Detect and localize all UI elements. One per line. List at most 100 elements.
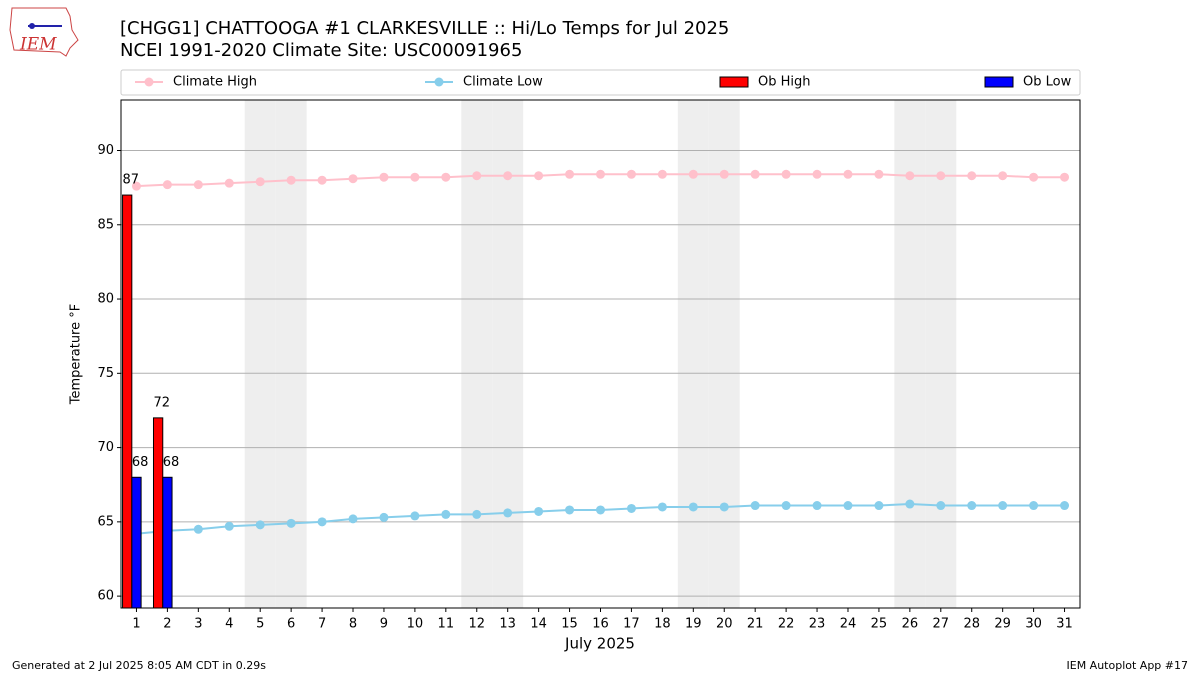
point	[719, 502, 729, 512]
point	[967, 501, 977, 511]
bar	[162, 476, 173, 608]
point	[503, 508, 513, 518]
point	[348, 514, 358, 524]
point	[719, 169, 729, 179]
x-tick-label: 26	[902, 617, 919, 632]
point	[812, 501, 822, 511]
point	[750, 169, 760, 179]
x-tick-label: 5	[256, 617, 264, 632]
y-tick-label: 70	[97, 440, 114, 455]
bar	[152, 417, 164, 608]
y-tick-label: 90	[97, 143, 114, 158]
point	[286, 175, 296, 185]
weekend-shade	[244, 100, 276, 608]
legend-marker	[434, 77, 444, 87]
x-tick-label: 23	[809, 617, 826, 632]
point	[688, 169, 698, 179]
point	[750, 501, 760, 511]
value-label: 87	[123, 173, 140, 188]
x-tick-label: 11	[438, 617, 455, 632]
point	[255, 177, 265, 187]
point	[874, 169, 884, 179]
legend-swatch	[719, 76, 749, 88]
chart-title: [CHGG1] CHATTOOGA #1 CLARKESVILLE :: Hi/…	[120, 18, 729, 39]
legend-marker	[144, 77, 154, 87]
legend-label: Climate Low	[463, 75, 543, 90]
x-tick-label: 18	[654, 617, 671, 632]
weekend-shade	[708, 100, 740, 608]
x-tick-label: 14	[530, 617, 547, 632]
x-tick-label: 7	[318, 617, 326, 632]
legend-label: Ob Low	[1023, 75, 1072, 90]
point	[503, 171, 513, 181]
point	[317, 175, 327, 185]
point	[472, 509, 482, 519]
footer-right: IEM Autoplot App #17	[1067, 659, 1189, 672]
legend-swatch	[984, 76, 1014, 88]
chart-subtitle: NCEI 1991-2020 Climate Site: USC00091965	[120, 40, 522, 61]
point	[596, 505, 605, 515]
x-tick-label: 6	[287, 617, 295, 632]
point	[379, 512, 389, 522]
point	[193, 180, 203, 190]
point	[936, 501, 946, 511]
point	[1060, 172, 1070, 182]
bar	[131, 476, 142, 608]
x-tick-label: 31	[1056, 617, 1073, 632]
point	[565, 169, 575, 179]
point	[998, 171, 1008, 181]
point	[565, 505, 575, 515]
point	[379, 172, 389, 182]
point	[967, 171, 977, 181]
x-tick-label: 12	[468, 617, 485, 632]
bar	[122, 194, 133, 608]
point	[534, 506, 544, 516]
value-label: 68	[132, 455, 149, 470]
legend-label: Climate High	[173, 75, 257, 90]
point	[905, 499, 915, 509]
point	[657, 169, 667, 179]
x-tick-label: 22	[778, 617, 795, 632]
x-tick-label: 10	[407, 617, 424, 632]
point	[936, 171, 946, 181]
x-tick-label: 28	[963, 617, 980, 632]
point	[1060, 501, 1070, 511]
point	[286, 518, 296, 528]
point	[255, 520, 265, 530]
point	[162, 180, 172, 190]
point	[657, 502, 667, 512]
x-tick-label: 15	[561, 617, 578, 632]
point	[317, 517, 327, 527]
point	[224, 178, 234, 188]
x-tick-label: 4	[225, 617, 233, 632]
point	[410, 172, 420, 182]
plot-frame	[120, 99, 1081, 609]
point	[472, 171, 482, 181]
logo: IEM	[9, 7, 79, 57]
logo-text: IEM	[19, 35, 57, 55]
legend-label: Ob High	[758, 75, 811, 90]
x-tick-label: 1	[132, 617, 140, 632]
point	[348, 174, 358, 184]
point	[781, 501, 791, 511]
x-tick-label: 8	[349, 617, 357, 632]
x-tick-label: 24	[840, 617, 857, 632]
x-tick-label: 20	[716, 617, 733, 632]
x-tick-label: 17	[623, 617, 640, 632]
point	[224, 521, 234, 531]
legend-box	[120, 69, 1081, 96]
weekend-shade	[925, 100, 957, 608]
point	[596, 169, 605, 179]
point	[1029, 172, 1039, 182]
point	[905, 171, 915, 181]
x-tick-label: 16	[592, 617, 609, 632]
x-tick-label: 3	[194, 617, 202, 632]
logo-outline	[9, 7, 79, 57]
point	[1029, 501, 1039, 511]
value-label: 72	[153, 395, 170, 410]
point	[131, 181, 141, 191]
point	[626, 169, 636, 179]
point	[441, 172, 451, 182]
x-tick-label: 19	[685, 617, 702, 632]
